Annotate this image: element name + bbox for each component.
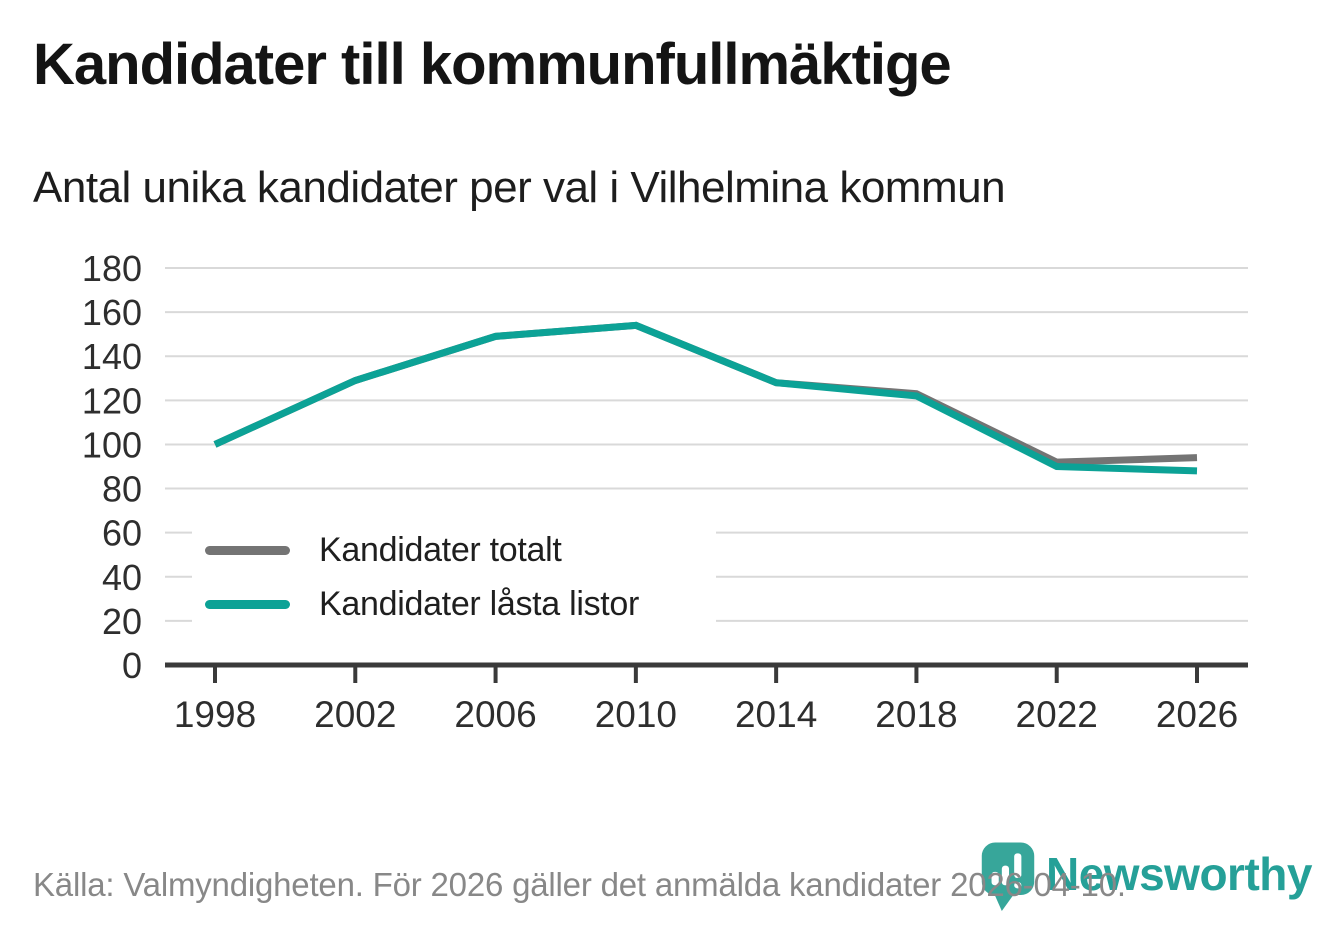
x-tick-label: 2018	[875, 694, 957, 735]
series-line-lasta-listor	[213, 321, 1198, 475]
y-tick-label: 0	[122, 645, 142, 686]
y-tick-label: 180	[82, 248, 142, 289]
y-tick-label: 120	[82, 380, 142, 421]
newsworthy-logo: Newsworthy	[980, 841, 1312, 913]
series-line-totalt	[213, 321, 1198, 466]
source-note: Källa: Valmyndigheten. För 2026 gäller d…	[33, 866, 1126, 903]
legend-item-totalt: Kandidater totalt	[205, 527, 716, 573]
chart-subtitle: Antal unika kandidater per val i Vilhelm…	[33, 163, 1006, 212]
y-tick-label: 40	[102, 557, 142, 598]
x-tick-label: 2010	[595, 694, 677, 735]
x-tick-label: 2006	[454, 694, 536, 735]
bar-chart-exclamation-bubble-icon	[981, 842, 1035, 911]
chart-title: Kandidater till kommunfullmäktige	[33, 32, 952, 97]
y-tick-label: 100	[82, 424, 142, 465]
legend-label-totalt: Kandidater totalt	[319, 530, 562, 569]
x-tick-label: 1998	[174, 694, 256, 735]
x-tick-label: 2014	[735, 694, 817, 735]
legend-item-lasta-listor: Kandidater låsta listor	[205, 581, 716, 627]
x-tick-label: 2026	[1156, 694, 1238, 735]
legend-label-lasta-listor: Kandidater låsta listor	[319, 584, 640, 623]
legend-swatch-totalt	[205, 545, 290, 555]
y-tick-label: 60	[102, 513, 142, 554]
legend: Kandidater totalt Kandidater låsta listo…	[192, 521, 716, 635]
legend-swatch-lasta-listor	[205, 599, 290, 609]
y-tick-label: 80	[102, 469, 142, 510]
x-tick-label: 2002	[314, 694, 396, 735]
brand-wordmark: Newsworthy	[1046, 848, 1312, 900]
y-tick-label: 160	[82, 292, 142, 333]
y-tick-label: 20	[102, 601, 142, 642]
x-tick-label: 2022	[1016, 694, 1098, 735]
y-tick-label: 140	[82, 336, 142, 377]
